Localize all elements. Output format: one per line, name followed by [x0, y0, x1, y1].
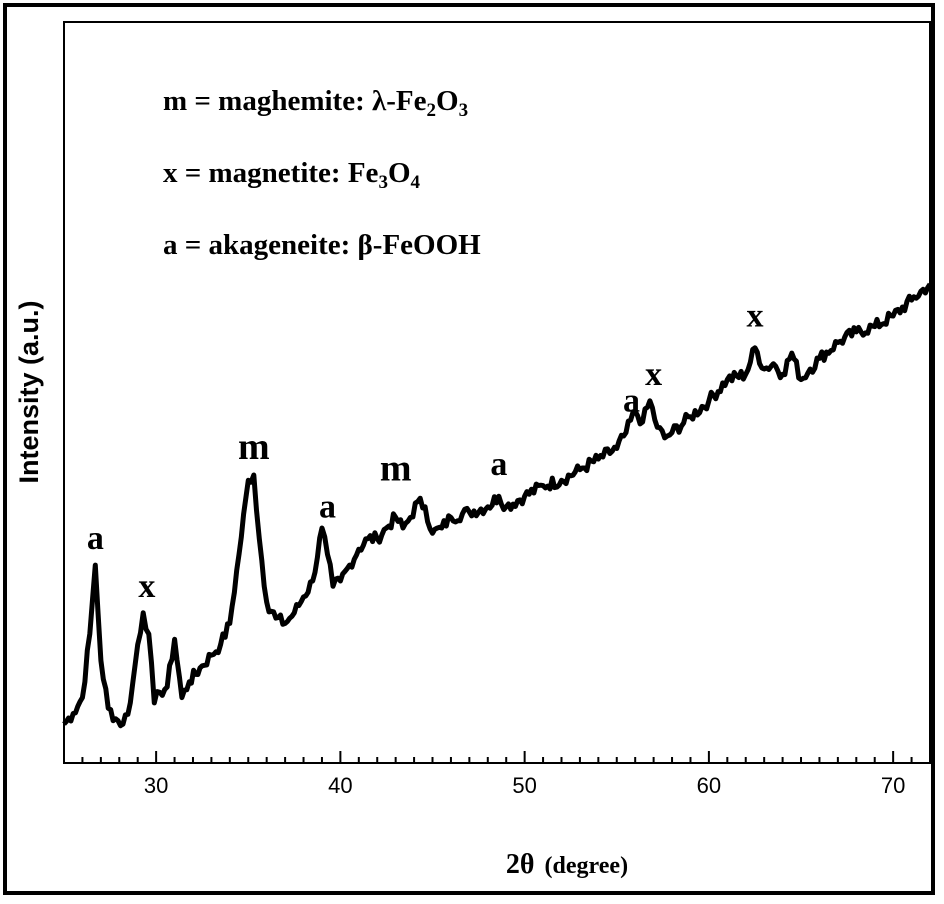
formula-text: λ-Fe: [372, 85, 427, 117]
x-ticks: [63, 751, 931, 763]
x-tick-label: 60: [697, 773, 721, 798]
peak-label-a: a: [319, 488, 336, 525]
x-tick-label: 40: [328, 773, 352, 798]
peak-label-m: m: [238, 426, 270, 468]
peak-label-m: m: [380, 447, 412, 489]
peak-label-x: x: [746, 298, 763, 335]
formula-subscript: 3: [459, 100, 469, 121]
x-tick-label: 50: [512, 773, 536, 798]
y-axis-label: Intensity (a.u.): [14, 300, 44, 483]
legend-entry-magnetite: x = magnetite: Fe3O4: [163, 157, 421, 193]
x-tick-label: 30: [144, 773, 168, 798]
x-axis-label: 2θ (degree): [506, 849, 628, 880]
formula-text: O: [436, 85, 459, 117]
formula-text: Fe: [348, 157, 379, 189]
formula-subscript: 4: [411, 172, 421, 193]
series-line: [62, 282, 933, 729]
x-axis-label-unit: (degree): [545, 853, 629, 879]
x-tick-labels: 30 40 50 60 70: [144, 773, 906, 798]
formula-text: β-FeOOH: [358, 229, 482, 261]
peak-label-a: a: [623, 382, 640, 419]
formula-subscript: 2: [427, 100, 437, 121]
legend-entry-maghemite: m = maghemite: λ-Fe2O3: [163, 85, 468, 121]
legend-text: m = maghemite:: [163, 85, 372, 117]
peak-label-x: x: [645, 356, 662, 393]
legend-text: x = magnetite:: [163, 157, 348, 189]
peak-label-a: a: [490, 446, 507, 483]
figure-frame: [3, 3, 935, 895]
x-axis-label-main: 2θ: [506, 849, 535, 880]
series-layer: [62, 282, 933, 729]
plot-area: [63, 21, 931, 764]
peak-label-x: x: [138, 568, 155, 605]
peak-label-a: a: [87, 520, 104, 557]
formula-subscript: 3: [378, 172, 388, 193]
x-tick-label: 70: [881, 773, 905, 798]
formula-text: O: [388, 157, 411, 189]
legend-entry-akageneite: a = akageneite: β-FeOOH: [163, 229, 481, 261]
legend-text: a = akageneite:: [163, 229, 358, 261]
